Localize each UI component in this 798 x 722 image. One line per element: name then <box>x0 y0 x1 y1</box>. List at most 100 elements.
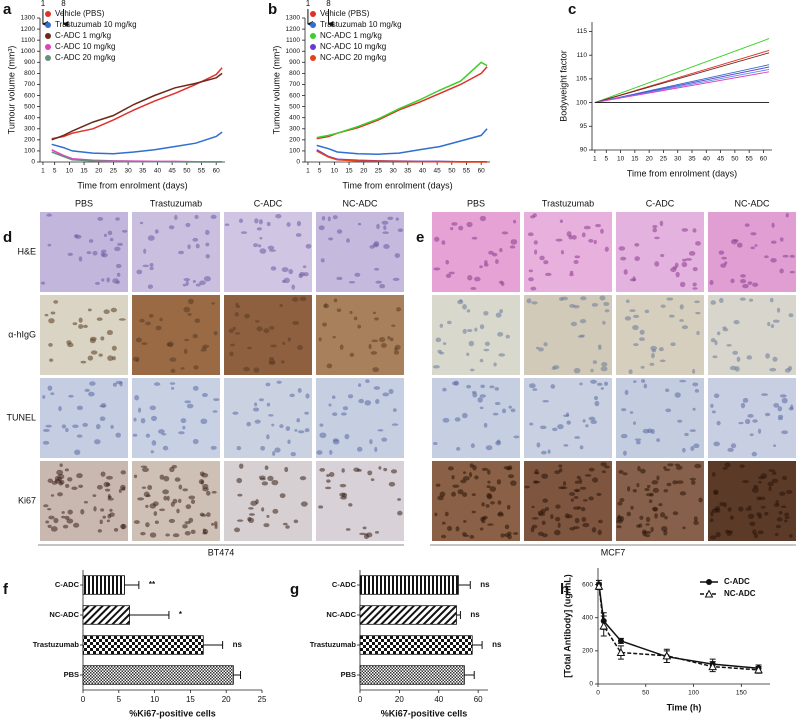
cell-nucleus <box>469 463 474 468</box>
cell-nucleus <box>734 366 740 372</box>
cell-nucleus <box>640 365 645 369</box>
cell-nucleus <box>462 304 467 310</box>
cell-nucleus <box>383 467 388 472</box>
cell-nucleus <box>650 526 654 533</box>
cell-nucleus <box>617 514 621 520</box>
x-tick-label: 35 <box>404 168 412 175</box>
cell-nucleus <box>679 379 687 383</box>
cell-nucleus <box>73 522 80 528</box>
cell-nucleus <box>682 447 686 453</box>
cell-nucleus <box>61 424 67 429</box>
series-line <box>316 150 488 163</box>
cell-nucleus <box>159 474 165 480</box>
cell-nucleus <box>644 487 650 492</box>
cell-nucleus <box>61 515 66 519</box>
column-header: C-ADC <box>646 198 675 208</box>
cell-nucleus <box>285 525 290 529</box>
cell-nucleus <box>318 337 322 342</box>
arrow-label: 8 <box>61 0 66 8</box>
column-header: PBS <box>75 198 93 208</box>
point <box>594 581 604 590</box>
cell-nucleus <box>97 217 104 221</box>
cell-nucleus <box>48 515 55 520</box>
cell-nucleus <box>543 342 548 347</box>
cell-nucleus <box>757 530 764 535</box>
cell-nucleus <box>326 479 331 483</box>
cell-nucleus <box>447 320 452 325</box>
cell-nucleus <box>650 345 658 351</box>
cell-nucleus <box>256 227 263 231</box>
cell-nucleus <box>779 394 787 398</box>
cell-nucleus <box>365 379 370 384</box>
legend-label: Vehicle (PBS) <box>320 9 370 18</box>
cell-nucleus <box>58 406 62 412</box>
cell-nucleus <box>174 477 181 482</box>
cell-nucleus <box>107 230 113 236</box>
cell-nucleus <box>200 514 207 517</box>
cell-nucleus <box>210 445 217 450</box>
cell-nucleus <box>328 237 334 241</box>
cell-nucleus <box>479 324 485 330</box>
cell-nucleus <box>87 308 92 312</box>
cell-nucleus <box>107 493 111 499</box>
cell-nucleus <box>627 486 631 492</box>
cell-nucleus <box>676 480 684 484</box>
cell-nucleus <box>692 407 696 411</box>
legend-marker <box>704 589 714 598</box>
cell-nucleus <box>340 495 347 500</box>
significance-label: * <box>179 610 183 619</box>
cell-nucleus <box>195 243 200 249</box>
cell-nucleus <box>382 231 389 235</box>
y-tick-label: 700 <box>289 81 300 88</box>
cell-nucleus <box>186 403 194 409</box>
y-tick-label: 800 <box>289 70 300 77</box>
cell-nucleus <box>781 475 788 481</box>
micrograph <box>40 212 128 292</box>
cell-nucleus <box>274 447 281 453</box>
cell-nucleus <box>258 398 264 402</box>
cell-nucleus <box>72 322 78 326</box>
cell-nucleus <box>591 527 597 533</box>
cell-nucleus <box>275 214 282 219</box>
cell-nucleus <box>57 474 65 480</box>
cell-nucleus <box>296 220 302 227</box>
x-tick-label: 25 <box>258 695 267 704</box>
cell-nucleus <box>394 253 400 258</box>
cell-nucleus <box>462 476 470 481</box>
cell-nucleus <box>616 525 622 529</box>
cell-nucleus <box>84 388 90 392</box>
cell-nucleus <box>270 344 277 348</box>
cell-nucleus <box>600 387 604 390</box>
column-header: NC-ADC <box>343 198 378 208</box>
significance-label: ** <box>149 580 156 589</box>
cell-nucleus <box>644 530 652 534</box>
cell-nucleus <box>261 481 269 486</box>
cell-nucleus <box>692 287 698 290</box>
x-tick-label: 30 <box>124 168 132 175</box>
cell-nucleus <box>585 424 589 428</box>
error-bar <box>472 641 483 649</box>
cell-nucleus <box>658 347 664 352</box>
cell-nucleus <box>713 490 719 496</box>
cell-nucleus <box>536 442 541 448</box>
cell-nucleus <box>474 475 479 480</box>
cell-nucleus <box>547 449 551 454</box>
cell-nucleus <box>654 513 658 519</box>
cell-nucleus <box>169 357 177 362</box>
cell-nucleus <box>103 481 110 488</box>
legend-marker <box>310 55 316 61</box>
column-header: NC-ADC <box>735 198 770 208</box>
cell-nucleus <box>709 535 717 540</box>
cell-nucleus <box>559 219 564 224</box>
cell-nucleus <box>692 266 698 272</box>
cell-nucleus <box>451 222 458 226</box>
cell-nucleus <box>383 243 390 249</box>
cell-nucleus <box>76 434 83 438</box>
cell-nucleus <box>670 267 677 273</box>
cell-nucleus <box>319 468 326 472</box>
cell-nucleus <box>434 236 440 242</box>
cell-nucleus <box>484 260 488 265</box>
cell-nucleus <box>663 530 668 536</box>
x-tick-label: 0 <box>81 695 86 704</box>
cell-nucleus <box>185 280 189 286</box>
